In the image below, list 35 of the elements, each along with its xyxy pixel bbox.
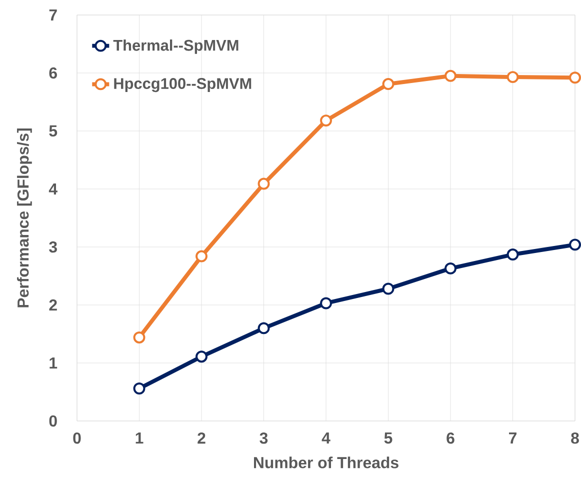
x-tick-label: 6 <box>446 432 454 444</box>
y-tick-label: 2 <box>49 299 57 311</box>
point <box>444 70 456 82</box>
y-axis-title: Performance [GFlops/s] <box>17 128 32 308</box>
y-tick-label: 4 <box>48 184 58 194</box>
point <box>506 71 519 84</box>
y-tick-label: 0 <box>49 415 57 427</box>
point <box>382 282 394 295</box>
point <box>258 322 270 334</box>
point <box>444 262 456 274</box>
point <box>196 250 208 262</box>
point <box>133 382 146 394</box>
point <box>320 297 332 310</box>
legend-label: Thermal--SpMVM <box>113 39 238 54</box>
legend-label: Hpccg100--SpMVM <box>114 78 252 92</box>
x-tick-label: 5 <box>384 432 392 444</box>
x-tick-label: 0 <box>73 432 81 444</box>
point <box>196 350 208 363</box>
x-tick-label: 2 <box>198 432 206 444</box>
y-tick-label: 1 <box>50 358 58 368</box>
y-tick-label: 6 <box>49 67 57 79</box>
x-tick-label: 1 <box>136 432 144 444</box>
x-axis-title: Number of Threads <box>254 456 398 468</box>
point <box>258 178 270 190</box>
y-tick-label: 7 <box>49 10 57 20</box>
y-tick-label: 5 <box>49 125 58 137</box>
point <box>382 78 394 90</box>
point <box>320 114 332 127</box>
x-tick-label: 4 <box>322 432 330 444</box>
x-tick-label: 8 <box>571 432 579 444</box>
y-tick-label: 3 <box>49 241 57 253</box>
point <box>133 331 146 344</box>
x-tick-label: 3 <box>260 432 268 444</box>
x-tick-label: 7 <box>509 432 516 444</box>
point <box>506 248 519 261</box>
